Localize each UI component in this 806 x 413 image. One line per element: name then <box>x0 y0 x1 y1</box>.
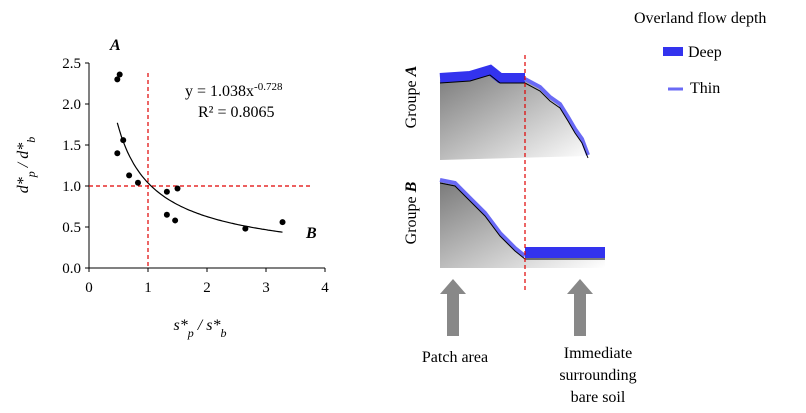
profile-a-fill <box>440 72 588 160</box>
group-b-label-part: Groupe <box>403 192 420 244</box>
arrow-soil <box>567 279 593 336</box>
x-axis-title-part: / s* <box>194 317 221 334</box>
y-tick-label: 0.5 <box>62 220 81 236</box>
profile-b-fill <box>440 182 605 268</box>
y-axis-title-part: b <box>24 137 38 143</box>
group-b-label-part: B <box>403 181 420 193</box>
point <box>163 188 170 195</box>
group-b-label: Groupe B <box>403 181 420 244</box>
legend-title: Overland flow depth <box>634 10 766 27</box>
y-tick-label: 2.5 <box>62 56 81 72</box>
surrounding-label: Immediate <box>564 345 632 362</box>
y-tick-label: 0.0 <box>62 261 81 277</box>
point <box>116 71 123 78</box>
y-axis-title-part: d* <box>15 177 32 193</box>
point <box>126 172 133 179</box>
group-a-label-part: A <box>403 65 420 77</box>
x-tick-label: 2 <box>203 280 211 296</box>
point <box>172 217 179 224</box>
annotation: A <box>109 37 121 54</box>
legend-deep-swatch <box>663 47 683 56</box>
profile-b-thin <box>439 178 527 258</box>
point <box>134 179 141 186</box>
diagram: Overland flow depth Deep Thin Patch area <box>422 10 767 366</box>
fit-equation-main: y = 1.038x <box>185 83 254 100</box>
fit-equation-exp: -0.728 <box>254 81 283 93</box>
profile-b-deep <box>525 247 605 258</box>
x-tick-label: 1 <box>144 280 152 296</box>
y-axis-title: d*p / d*b <box>15 137 38 193</box>
fit-curve <box>116 122 283 233</box>
annotation: B <box>305 225 317 242</box>
patch-label: Patch area <box>422 349 488 366</box>
group-a-label: Groupe A <box>403 65 420 128</box>
point <box>163 211 170 218</box>
point <box>114 150 121 157</box>
surrounding-label: bare soil <box>571 389 626 406</box>
point <box>114 76 121 83</box>
x-tick-label: 4 <box>321 280 329 296</box>
legend-deep: Deep <box>688 44 722 61</box>
y-tick-label: 2.0 <box>62 97 81 113</box>
y-tick-label: 1.0 <box>62 179 81 195</box>
point <box>242 225 249 232</box>
profile-a-line <box>439 74 589 159</box>
x-tick-label: 0 <box>85 280 93 296</box>
profile-a-deep <box>439 64 525 83</box>
x-axis-title-part: b <box>220 326 226 340</box>
profile-a-thin <box>524 77 590 156</box>
point <box>120 137 127 144</box>
x-axis-title-part: p <box>187 326 194 340</box>
y-axis-title-part: p <box>24 171 38 178</box>
point <box>279 219 286 226</box>
x-axis-title-part: s* <box>174 317 188 334</box>
profile-b-line <box>439 182 605 260</box>
group-a-label-part: Groupe <box>403 76 420 128</box>
fit-r2: R² = 0.8065 <box>198 104 275 121</box>
fit-equation: y = 1.038x-0.728 <box>185 81 283 100</box>
surrounding-label: surrounding <box>559 367 636 384</box>
y-tick-label: 1.5 <box>62 138 81 154</box>
point <box>174 185 181 192</box>
x-tick-label: 3 <box>262 280 270 296</box>
y-axis-title-part: / d* <box>15 143 32 171</box>
arrow-patch <box>440 279 466 336</box>
legend-thin: Thin <box>690 80 720 97</box>
x-axis-title: s*p / s*b <box>174 317 227 340</box>
